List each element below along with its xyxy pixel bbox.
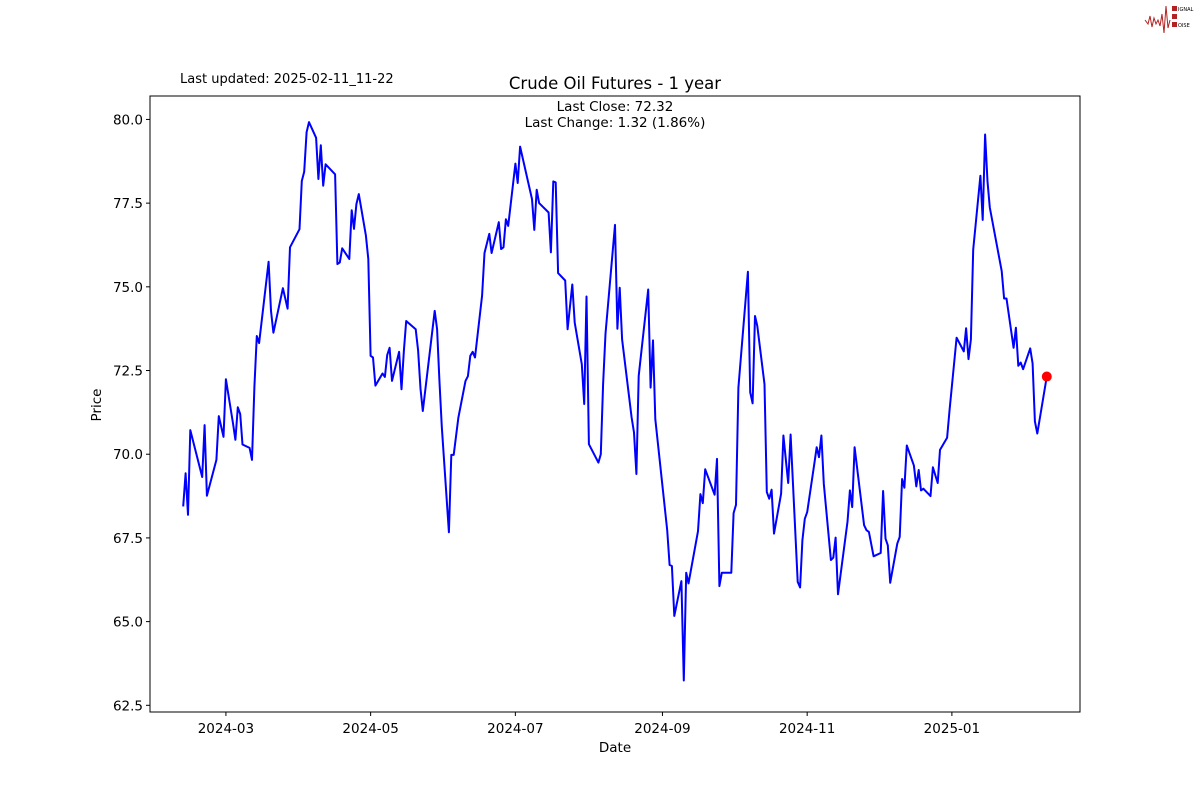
waveform-icon [1144, 5, 1171, 34]
y-tick-label: 67.5 [113, 531, 143, 547]
y-tick-label: 72.5 [113, 364, 143, 380]
y-tick-label: 75.0 [113, 280, 143, 296]
last-change-annotation: Last Change: 1.32 (1.86%) [525, 115, 706, 131]
signal-2-noise-logo: IGNAL OISE [1144, 5, 1194, 34]
x-tick-label: 2024-09 [634, 721, 690, 737]
svg-text:IGNAL: IGNAL [1178, 7, 1194, 13]
price-line [182, 121, 1048, 682]
x-tick-label: 2024-07 [487, 721, 543, 737]
last-close-marker [1041, 371, 1052, 382]
y-tick-label: 65.0 [113, 615, 143, 631]
last-updated-label: Last updated: 2025-02-11_11-22 [180, 72, 394, 87]
plot-area [149, 95, 1081, 713]
last-close-annotation: Last Close: 72.32 [557, 99, 674, 115]
svg-text:OISE: OISE [1178, 23, 1190, 29]
y-tick-label: 70.0 [113, 447, 143, 463]
x-tick-label: 2024-05 [342, 721, 398, 737]
y-axis-ticks: 62.5 65.0 67.5 70.0 72.5 75.0 77.5 80.0 [113, 112, 150, 714]
x-tick-label: 2024-11 [779, 721, 835, 737]
y-tick-label: 80.0 [113, 112, 143, 128]
x-tick-label: 2025-01 [924, 721, 980, 737]
y-axis-label: Price [89, 389, 105, 422]
x-tick-label: 2024-03 [198, 721, 254, 737]
y-tick-label: 77.5 [113, 196, 143, 212]
x-axis-label: Date [599, 740, 631, 756]
x-axis-ticks: 2024-03 2024-05 2024-07 2024-09 2024-11 2025-… [198, 712, 980, 737]
y-tick-label: 62.5 [113, 698, 143, 714]
chart-title: Crude Oil Futures - 1 year [509, 74, 721, 93]
